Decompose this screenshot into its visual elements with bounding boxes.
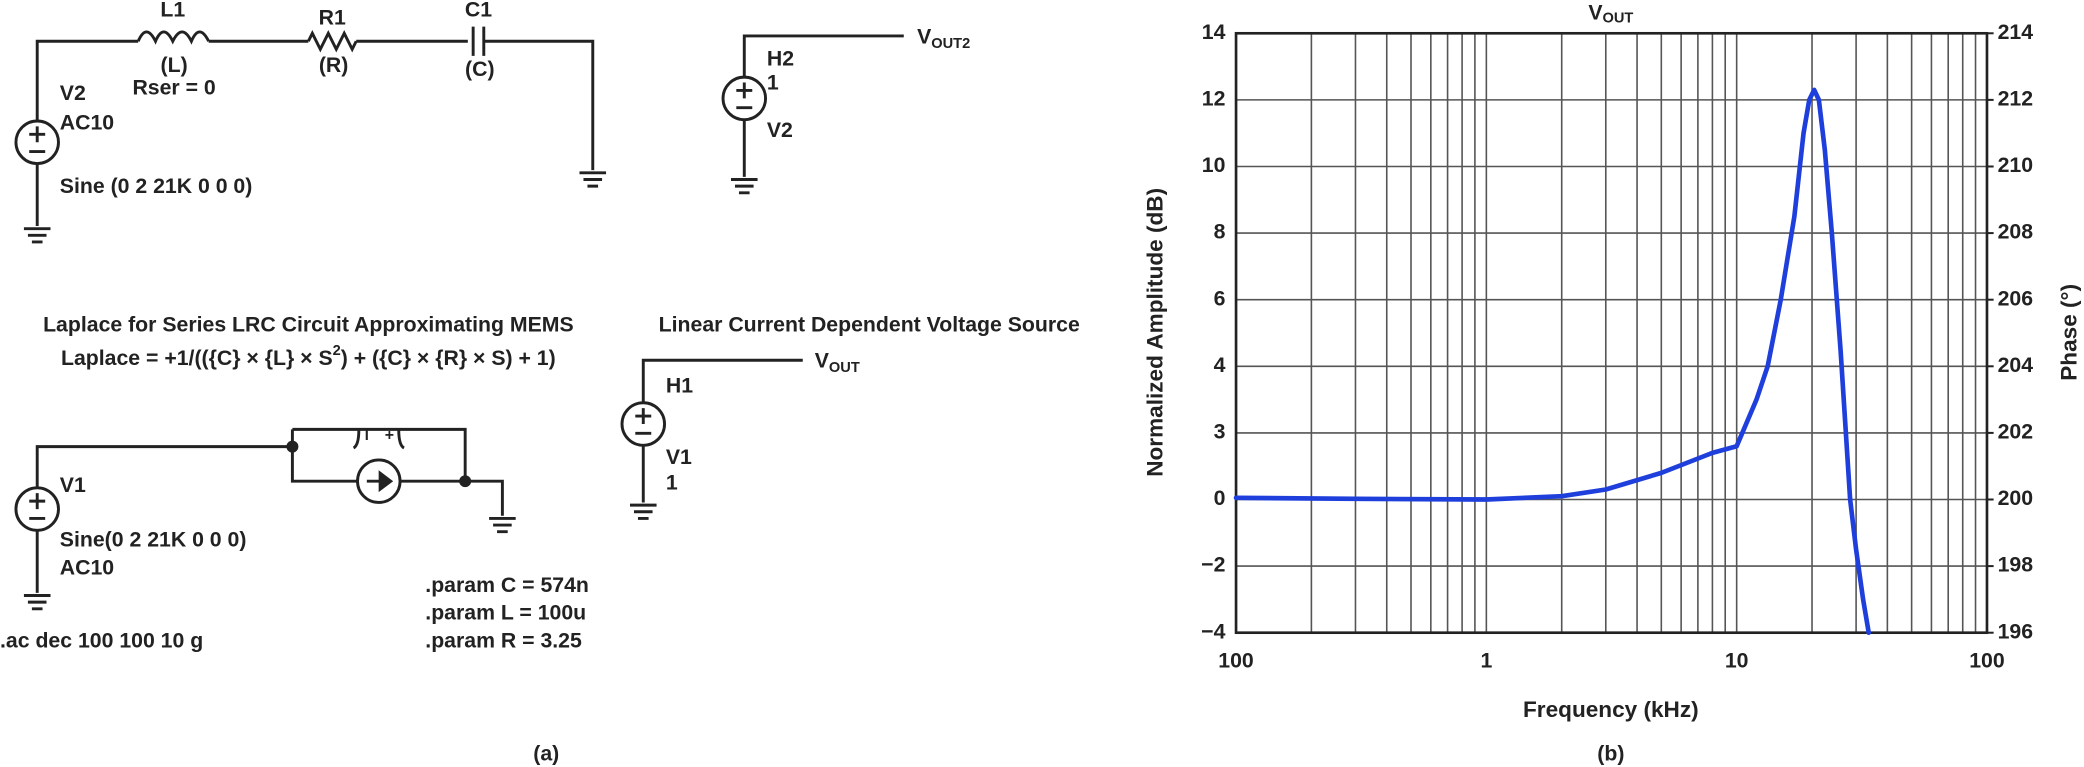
label: AC10 bbox=[60, 110, 114, 134]
y-tick-label: −4 bbox=[1201, 619, 1225, 643]
label: (R) bbox=[319, 53, 348, 77]
x-axis-label: Frequency (kHz) bbox=[1523, 697, 1699, 722]
y-axis-label: Normalized Amplitude (dB) bbox=[1142, 188, 1167, 477]
y-tick-label: 0 bbox=[1214, 486, 1226, 510]
formula: Laplace = +1/(({C} × {L} × S bbox=[61, 346, 333, 370]
current-source bbox=[356, 458, 402, 504]
label: OUT2 bbox=[931, 36, 970, 52]
label: Sine(0 2 21K 0 0 0) bbox=[60, 528, 247, 552]
chart-title: VOUT bbox=[1588, 0, 1633, 27]
label: AC10 bbox=[60, 556, 114, 580]
y-tick-label: 6 bbox=[1214, 286, 1226, 310]
ground bbox=[23, 171, 607, 244]
label: 1 bbox=[666, 470, 678, 494]
y-tick-label: 14 bbox=[1202, 20, 1226, 44]
y2-tick-label: 204 bbox=[1998, 353, 2034, 377]
inductor bbox=[136, 30, 210, 45]
capacitor bbox=[471, 26, 486, 56]
x-tick-label: 1 bbox=[1480, 649, 1492, 673]
y2-tick-label: 212 bbox=[1998, 86, 2033, 110]
wire bbox=[35, 427, 504, 593]
caption: (a) bbox=[533, 742, 559, 766]
label: V bbox=[917, 24, 932, 48]
wire bbox=[742, 34, 904, 177]
label: I bbox=[365, 428, 369, 444]
heading: Linear Current Dependent Voltage Source bbox=[659, 312, 1080, 336]
y-tick-label: 3 bbox=[1214, 420, 1226, 444]
label: V bbox=[815, 348, 830, 372]
label: H2 bbox=[767, 46, 794, 70]
label: R1 bbox=[319, 5, 346, 29]
formula: 2 bbox=[333, 343, 341, 359]
label: 1 bbox=[767, 70, 779, 94]
param: .param C = 574n bbox=[425, 573, 589, 597]
source bbox=[620, 401, 667, 447]
source bbox=[14, 119, 60, 165]
label: VOUT2 bbox=[917, 24, 970, 52]
caption: (b) bbox=[1597, 742, 1624, 766]
chart-title: OUT bbox=[1603, 11, 1634, 27]
y2-tick-label: 200 bbox=[1998, 486, 2033, 510]
source-sign bbox=[29, 126, 46, 154]
label: H1 bbox=[666, 373, 693, 397]
y2-tick-label: 206 bbox=[1998, 286, 2034, 310]
x-tick-label: 10 bbox=[1725, 649, 1749, 673]
label: + bbox=[385, 427, 394, 444]
source bbox=[721, 75, 768, 122]
label: V2 bbox=[60, 81, 86, 105]
line-series bbox=[1233, 87, 1872, 636]
chart-title: V bbox=[1588, 0, 1603, 24]
label: Rser = 0 bbox=[132, 76, 215, 100]
source bbox=[14, 486, 60, 532]
wire bbox=[35, 39, 595, 227]
label: V2 bbox=[767, 118, 793, 142]
y2-tick-label: 210 bbox=[1998, 153, 2033, 177]
y2-tick-label: 214 bbox=[1998, 20, 2034, 44]
source-sign bbox=[730, 82, 758, 195]
arrow bbox=[366, 470, 394, 493]
formula: ) + ({C} × {R} × S) + 1) bbox=[341, 346, 556, 370]
wire bbox=[641, 358, 803, 503]
formula: Laplace = +1/(({C} × {L} × S2) + ({C} × … bbox=[61, 343, 556, 370]
x-tick-label: 100 bbox=[1969, 649, 2004, 673]
label: OUT bbox=[829, 360, 860, 376]
y-tick-label: 10 bbox=[1202, 153, 1226, 177]
label: V1 bbox=[666, 445, 692, 469]
schematic: L1 (L) Rser = 0 R1 (R) C1 (C) V2 AC10 Si… bbox=[0, 0, 1080, 766]
label: (L) bbox=[161, 53, 188, 77]
y2-axis-label: Phase (°) bbox=[2057, 284, 2082, 381]
node bbox=[286, 440, 299, 453]
heading: Laplace for Series LRC Circuit Approxima… bbox=[43, 312, 574, 336]
label: L1 bbox=[160, 0, 185, 21]
y-tick-label: 4 bbox=[1214, 353, 1226, 377]
y2-tick-label: 208 bbox=[1998, 220, 2034, 244]
param: .param R = 3.25 bbox=[425, 629, 582, 653]
source-sign bbox=[23, 493, 516, 611]
y2-tick-label: 198 bbox=[1998, 553, 2034, 577]
plot-frame bbox=[1234, 31, 1989, 635]
label: Sine (0 2 21K 0 0 0) bbox=[60, 174, 253, 198]
label: V1 bbox=[60, 473, 86, 497]
y-tick-label: 8 bbox=[1214, 220, 1226, 244]
param: .param L = 100u bbox=[425, 601, 586, 625]
y-tick-label: 12 bbox=[1202, 86, 1226, 110]
x-tick-label: 100 bbox=[1218, 649, 1253, 673]
label: C1 bbox=[465, 0, 492, 21]
resistor bbox=[307, 30, 358, 53]
y2-tick-label: 202 bbox=[1998, 420, 2033, 444]
y-tick-label: −2 bbox=[1201, 553, 1225, 577]
label: (C) bbox=[465, 57, 495, 81]
chart: VOUT Frequency (kHz) Normalized Amplitud… bbox=[1142, 0, 2081, 766]
y2-tick-label: 196 bbox=[1998, 619, 2034, 643]
label: VOUT bbox=[815, 348, 860, 376]
source-sign bbox=[629, 408, 657, 520]
directive: .ac dec 100 100 10 g bbox=[0, 629, 203, 653]
node bbox=[459, 475, 472, 488]
